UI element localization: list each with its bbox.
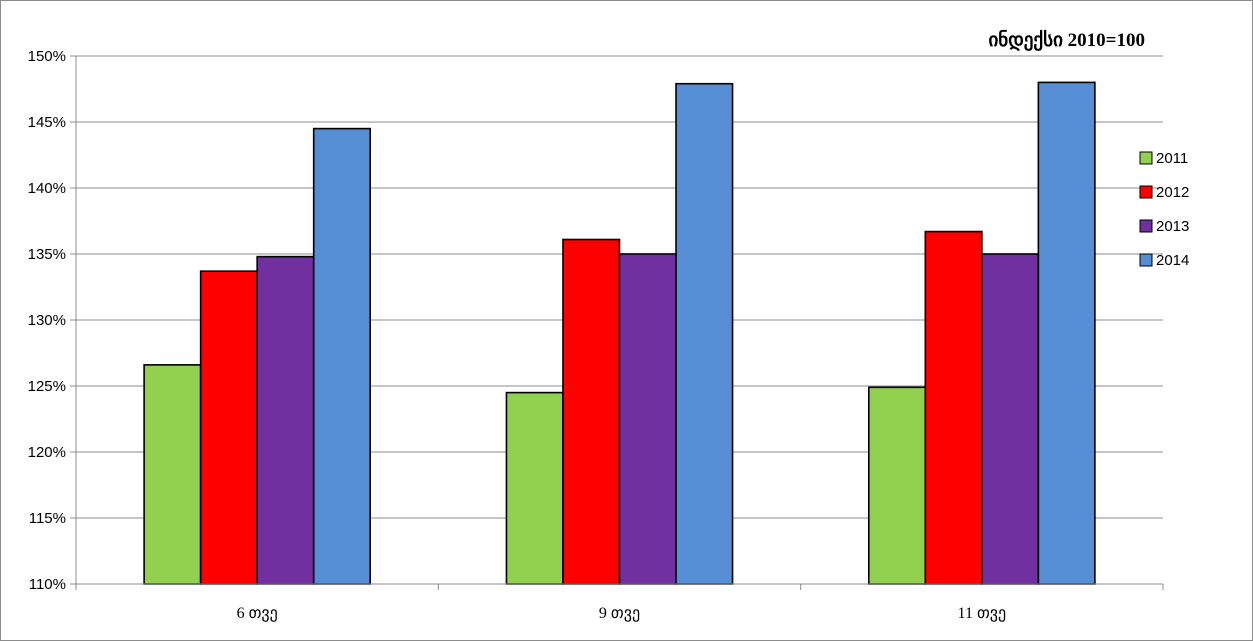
legend-swatch-2013 xyxy=(1139,219,1153,233)
bar-2012-3 xyxy=(924,230,983,585)
legend-label-2012: 2012 xyxy=(1156,184,1189,201)
bar-2013-3 xyxy=(981,253,1040,585)
legend-swatch-2011 xyxy=(1139,151,1153,165)
axes xyxy=(75,56,1163,585)
y-tick-label: 120% xyxy=(28,444,66,461)
x-axis-ticks: 6 თვე 9 თვე 11 თვე xyxy=(75,584,1164,622)
legend-label-2013: 2013 xyxy=(1156,218,1189,235)
y-tick-label: 115% xyxy=(29,510,66,527)
y-tick-label: 135% xyxy=(28,246,66,263)
bar-2014-3 xyxy=(1037,81,1096,585)
x-tick-label: 6 თვე xyxy=(237,605,278,622)
legend-label-2014: 2014 xyxy=(1156,252,1189,269)
legend: 2011 2012 2013 2014 xyxy=(1139,150,1189,269)
y-tick-label: 110% xyxy=(29,576,66,593)
y-tick-label: 150% xyxy=(28,48,66,65)
x-tick-label: 9 თვე xyxy=(599,605,640,622)
bar-2013-2 xyxy=(618,253,677,585)
x-tick-label: 11 თვე xyxy=(958,605,1007,622)
y-tick-label: 145% xyxy=(28,114,66,131)
chart-title: ინდექსი 2010=100 xyxy=(988,29,1145,51)
y-tick-label: 125% xyxy=(28,378,66,395)
bar-2012-2 xyxy=(562,238,621,585)
bar-2013-1 xyxy=(256,255,315,585)
bar-2014-1 xyxy=(312,127,372,585)
bar-2011-3 xyxy=(867,386,927,585)
bars xyxy=(143,81,1096,585)
legend-label-2011: 2011 xyxy=(1156,150,1188,167)
bar-2014-2 xyxy=(675,82,734,585)
y-tick-label: 130% xyxy=(28,312,66,329)
legend-swatch-2014 xyxy=(1139,253,1153,267)
bar-2012-1 xyxy=(199,270,258,585)
legend-swatch-2012 xyxy=(1139,185,1153,199)
bar-2011-2 xyxy=(505,391,564,585)
y-axis-ticks: 110% 115% 120% 125% 130% 135% 140% 145% 150% xyxy=(28,48,76,593)
bar-2011-1 xyxy=(143,364,202,585)
y-tick-label: 140% xyxy=(28,180,66,197)
